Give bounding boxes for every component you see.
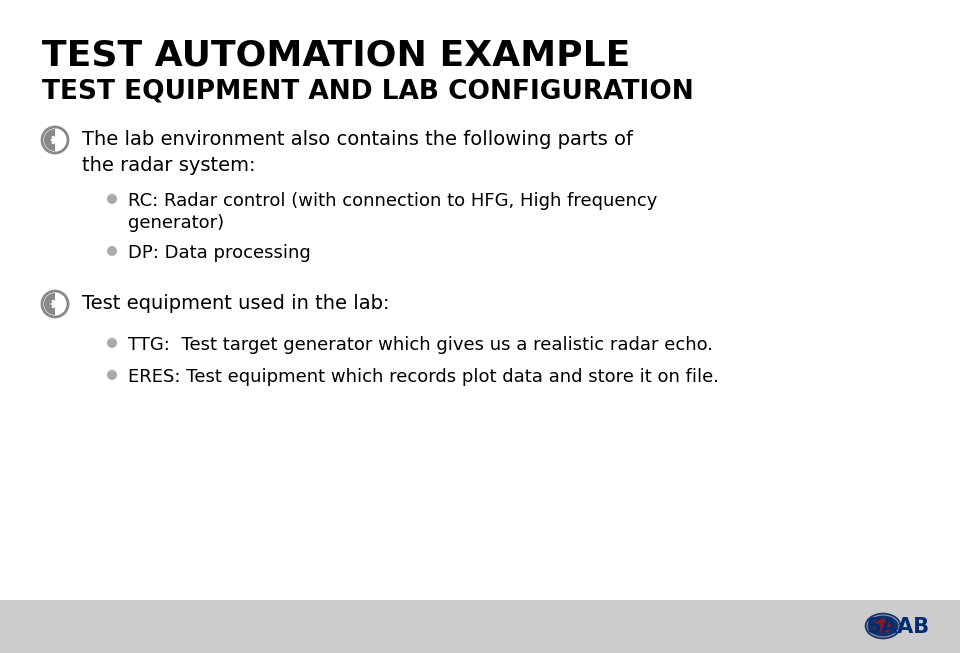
Ellipse shape (874, 619, 892, 633)
Text: TTG:  Test target generator which gives us a realistic radar echo.: TTG: Test target generator which gives u… (128, 336, 713, 354)
Text: The lab environment also contains the following parts of: The lab environment also contains the fo… (82, 130, 633, 149)
Circle shape (107, 246, 117, 256)
Wedge shape (44, 293, 55, 315)
Text: TEST AUTOMATION EXAMPLE: TEST AUTOMATION EXAMPLE (42, 38, 631, 72)
Text: the radar system:: the radar system: (82, 156, 255, 175)
Bar (0, 600, 960, 653)
Ellipse shape (864, 612, 902, 640)
Text: DP: Data processing: DP: Data processing (128, 244, 311, 262)
Wedge shape (44, 129, 55, 151)
Circle shape (107, 194, 117, 204)
Text: SAAB: SAAB (867, 617, 930, 637)
Text: RC: Radar control (with connection to HFG, High frequency: RC: Radar control (with connection to HF… (128, 192, 658, 210)
Text: generator): generator) (128, 214, 224, 232)
Text: ERES: Test equipment which records plot data and store it on file.: ERES: Test equipment which records plot … (128, 368, 719, 386)
Circle shape (107, 370, 117, 380)
Circle shape (107, 338, 117, 348)
Text: TEST EQUIPMENT AND LAB CONFIGURATION: TEST EQUIPMENT AND LAB CONFIGURATION (42, 78, 694, 104)
Text: Test equipment used in the lab:: Test equipment used in the lab: (82, 294, 390, 313)
